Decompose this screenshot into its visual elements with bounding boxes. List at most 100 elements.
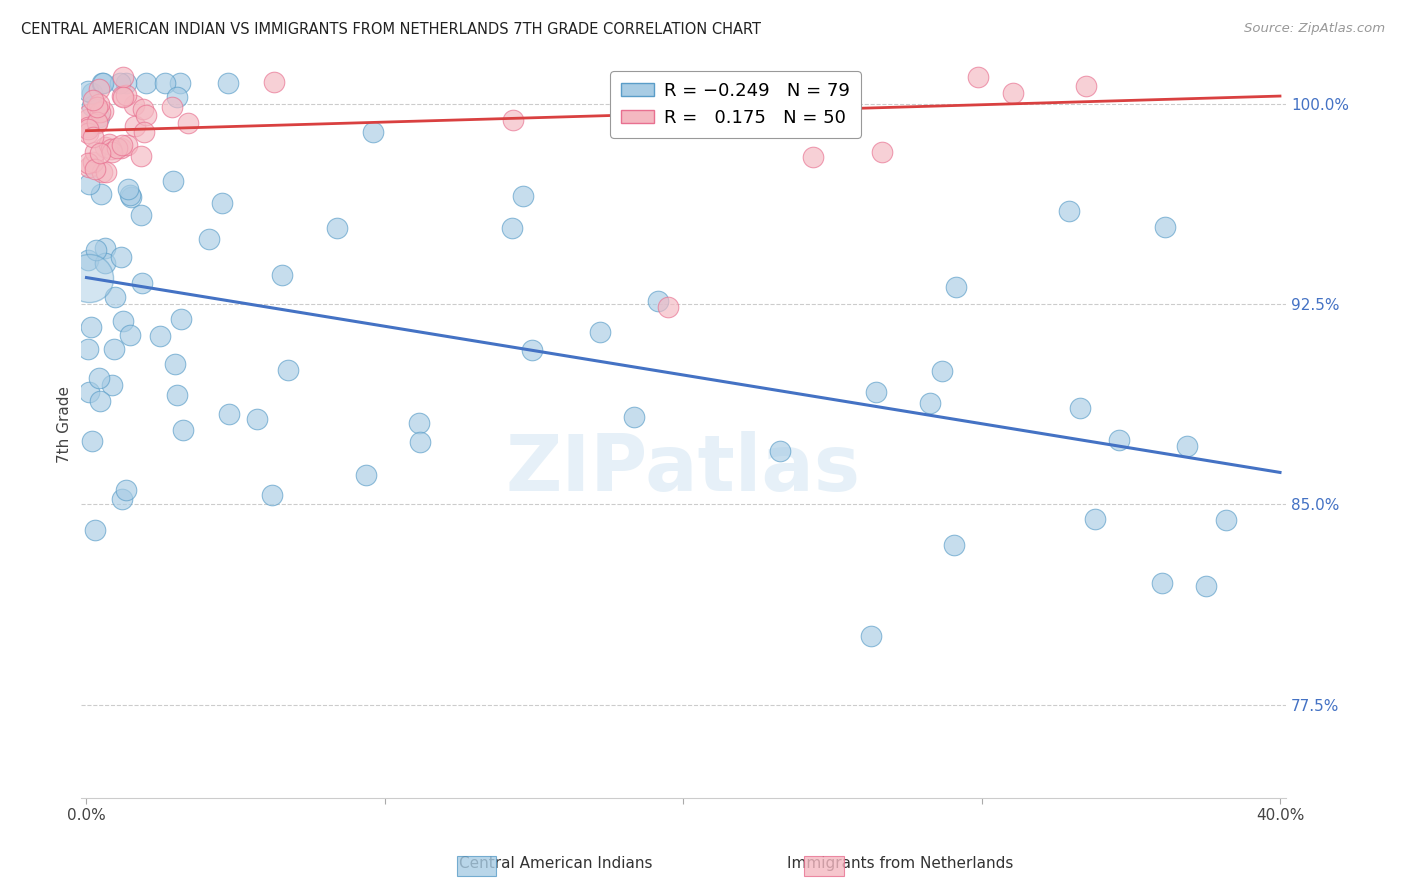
Point (115, 483, 138, 498)
Point (271, 268, 294, 283)
Point (131, 208, 153, 222)
Point (108, 76, 131, 90)
Point (77, 84, 100, 98)
Point (132, 103, 155, 117)
Point (211, 195, 233, 210)
Point (111, 70, 134, 85)
Point (83, 145, 105, 159)
Point (1215, 513, 1237, 527)
Point (77, 156, 100, 170)
Point (94, 165, 117, 179)
Text: Central American Indians: Central American Indians (458, 856, 652, 871)
Point (246, 412, 269, 426)
Point (79, 270, 101, 285)
Point (647, 293, 669, 308)
Point (87, 97, 110, 112)
Point (80, 87, 103, 101)
Point (218, 407, 240, 421)
Point (111, 89, 134, 103)
Point (408, 416, 430, 430)
Point (135, 108, 157, 122)
Point (91, 76, 114, 90)
Point (135, 76, 157, 90)
Point (263, 74, 285, 88)
Text: Source: ZipAtlas.com: Source: ZipAtlas.com (1244, 22, 1385, 36)
Point (149, 328, 172, 343)
Point (98, 136, 121, 151)
Point (86, 116, 108, 130)
Point (112, 314, 135, 328)
Point (945, 280, 967, 294)
Point (77, 253, 100, 268)
Point (502, 112, 524, 127)
Point (1084, 512, 1107, 526)
Point (277, 363, 299, 377)
Point (522, 343, 544, 358)
Point (1057, 203, 1080, 218)
Point (120, 190, 142, 204)
Point (111, 491, 134, 506)
Point (118, 188, 141, 202)
Point (77, 177, 100, 191)
Point (260, 488, 283, 502)
Point (166, 387, 188, 401)
Point (90, 187, 112, 202)
Point (870, 145, 893, 159)
Point (160, 100, 183, 114)
Point (77, 122, 100, 136)
Point (110, 141, 132, 155)
Point (129, 149, 152, 163)
Point (91, 76, 114, 90)
Point (82, 129, 104, 144)
Point (865, 385, 887, 400)
Point (115, 76, 138, 90)
Point (361, 125, 384, 139)
Point (87, 82, 110, 96)
Point (177, 115, 200, 129)
Point (80, 434, 103, 448)
Point (169, 76, 191, 90)
Point (80, 320, 103, 334)
Point (91, 165, 114, 179)
Point (117, 182, 139, 196)
Point (1069, 401, 1091, 415)
Point (77, 107, 100, 121)
Point (501, 221, 523, 235)
Point (118, 328, 141, 343)
Point (1154, 219, 1177, 234)
Point (94, 256, 117, 270)
Point (89, 394, 111, 409)
Point (86, 100, 108, 114)
Point (1001, 86, 1024, 100)
Point (172, 424, 194, 438)
Point (768, 444, 790, 458)
Point (89, 371, 111, 385)
Point (86, 115, 108, 129)
Point (589, 326, 612, 340)
Point (1108, 433, 1130, 447)
Point (198, 231, 221, 245)
Point (77, 120, 100, 134)
Point (89, 105, 111, 120)
Point (82, 154, 104, 169)
Point (354, 468, 377, 483)
Point (84, 162, 107, 177)
Point (77, 126, 100, 140)
Point (115, 137, 138, 152)
Point (162, 173, 184, 187)
Point (217, 76, 239, 90)
Point (80, 99, 103, 113)
Point (115, 87, 138, 102)
Point (82, 94, 104, 108)
Point (942, 538, 965, 552)
Point (132, 125, 155, 139)
Text: CENTRAL AMERICAN INDIAN VS IMMIGRANTS FROM NETHERLANDS 7TH GRADE CORRELATION CHA: CENTRAL AMERICAN INDIAN VS IMMIGRANTS FR… (21, 22, 761, 37)
Point (657, 300, 679, 314)
Point (409, 434, 432, 449)
Point (77, 112, 100, 126)
Point (1195, 579, 1218, 593)
Point (326, 221, 349, 235)
Point (89, 146, 111, 161)
Point (89, 110, 111, 124)
Point (931, 364, 953, 378)
